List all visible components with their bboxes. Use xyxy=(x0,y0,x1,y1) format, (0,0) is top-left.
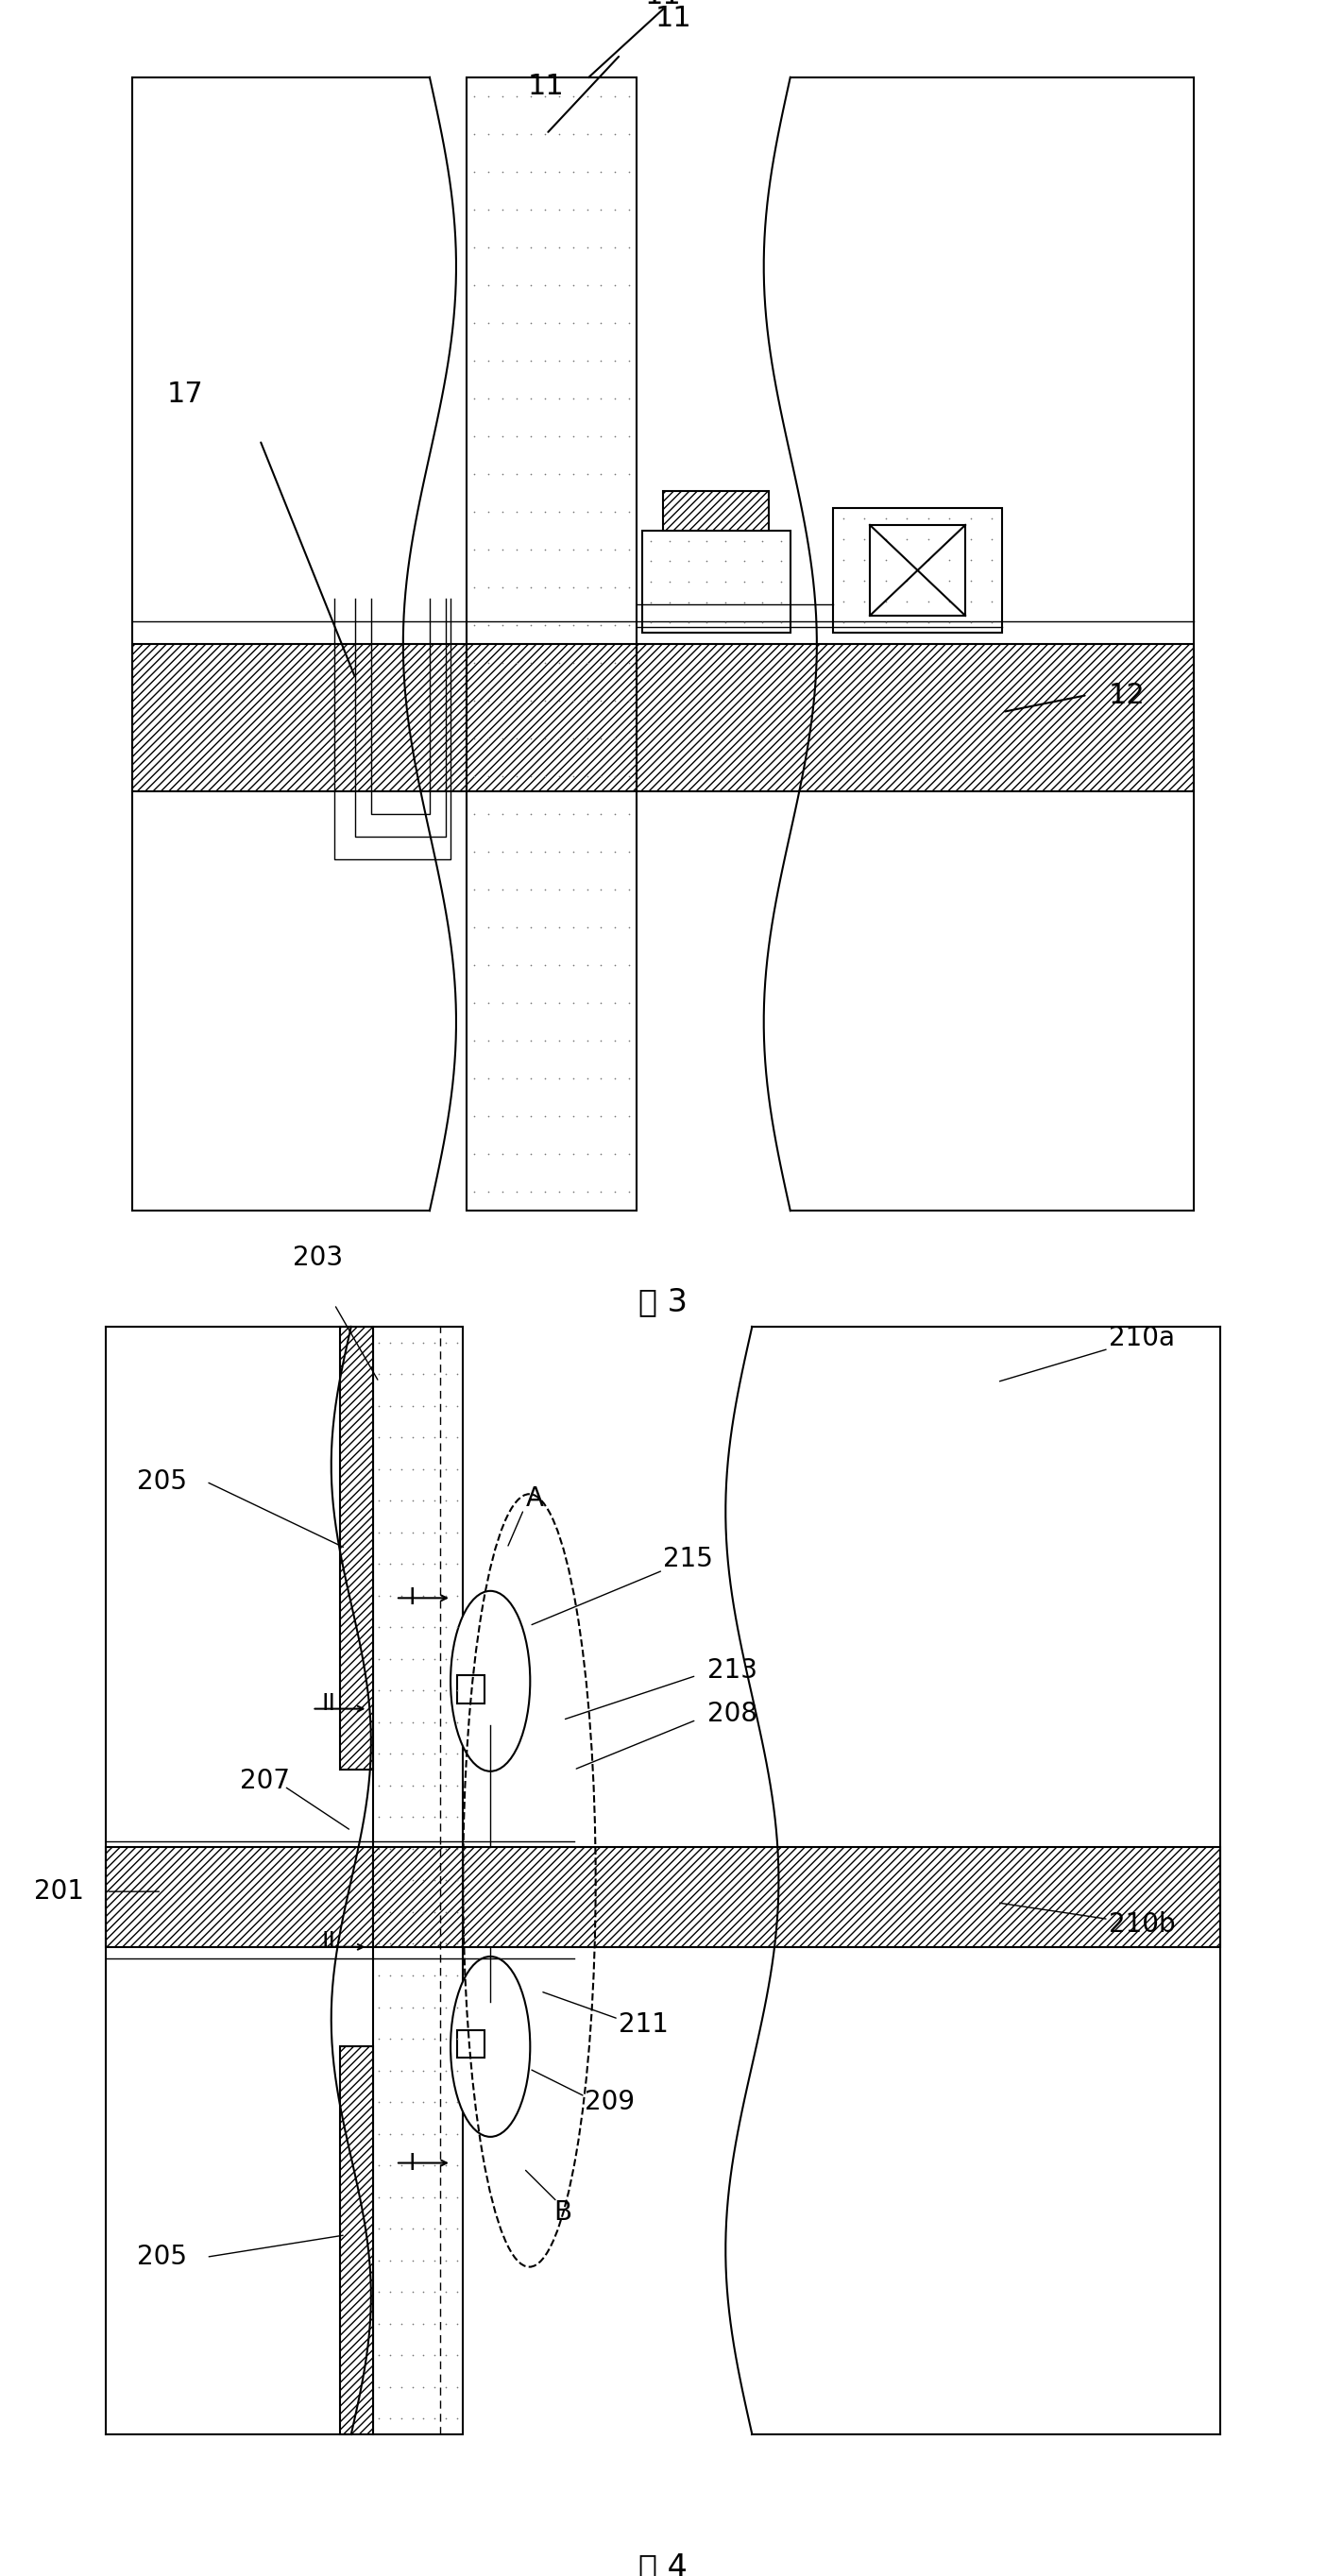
Bar xyxy=(374,1847,463,1947)
Text: I: I xyxy=(408,2151,416,2174)
Text: 图 3: 图 3 xyxy=(639,1285,687,1316)
Text: 11: 11 xyxy=(644,0,682,10)
Text: 215: 215 xyxy=(663,1546,713,1571)
Bar xyxy=(870,526,965,616)
Text: 210b: 210b xyxy=(1109,1911,1175,1937)
Bar xyxy=(339,1327,374,1770)
Bar xyxy=(339,2045,374,2434)
Ellipse shape xyxy=(451,1958,530,2138)
Text: 213: 213 xyxy=(708,1656,757,1682)
Text: 17: 17 xyxy=(167,381,204,410)
Bar xyxy=(467,77,636,1211)
Text: 211: 211 xyxy=(618,2012,668,2038)
Text: I: I xyxy=(408,1587,416,1610)
Text: 210a: 210a xyxy=(1109,1324,1175,1350)
Text: 205: 205 xyxy=(137,1468,187,1494)
Bar xyxy=(457,2030,485,2058)
Bar xyxy=(457,1674,485,1703)
Text: 11: 11 xyxy=(528,72,565,100)
Text: 205: 205 xyxy=(137,2244,187,2269)
Text: II: II xyxy=(322,1692,335,1716)
Text: 201: 201 xyxy=(33,1878,84,1904)
Bar xyxy=(463,1847,1220,1947)
Bar xyxy=(374,1327,463,2434)
Text: 208: 208 xyxy=(708,1700,757,1728)
Text: 207: 207 xyxy=(240,1767,290,1793)
Text: 12: 12 xyxy=(1109,680,1146,708)
Text: II: II xyxy=(322,1929,335,1953)
Bar xyxy=(133,644,467,791)
Text: 图 4: 图 4 xyxy=(639,2553,687,2576)
Text: 11: 11 xyxy=(655,5,692,31)
Bar xyxy=(833,507,1002,634)
Text: 203: 203 xyxy=(293,1244,343,1270)
Text: 209: 209 xyxy=(585,2089,635,2115)
Text: B: B xyxy=(554,2200,572,2226)
Bar xyxy=(636,644,1193,791)
Bar xyxy=(663,492,769,531)
Text: A: A xyxy=(526,1486,544,1512)
Ellipse shape xyxy=(451,1592,530,1772)
Bar xyxy=(467,644,636,791)
Bar xyxy=(106,1847,374,1947)
Bar xyxy=(642,531,790,634)
